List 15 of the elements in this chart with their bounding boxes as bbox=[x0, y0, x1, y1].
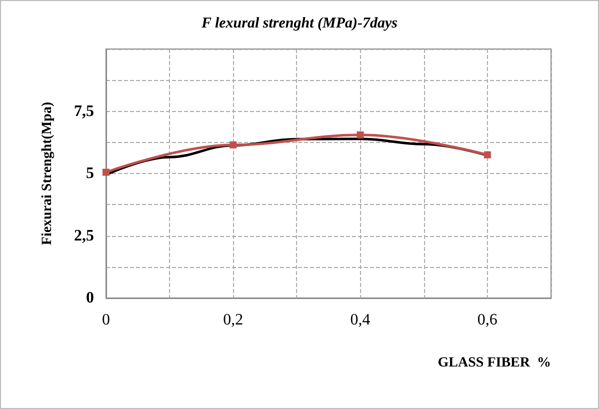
x-axis-title: GLASS FIBER % bbox=[438, 356, 551, 370]
y-axis-title: Fiexurai Strenght(Mpa) bbox=[40, 102, 55, 246]
point bbox=[230, 141, 237, 148]
y-tick-label: 7,5 bbox=[74, 102, 94, 120]
point bbox=[356, 131, 364, 138]
y-tick-label: 5 bbox=[86, 165, 94, 182]
point bbox=[102, 168, 110, 176]
y-tick-label: 0 bbox=[86, 290, 94, 306]
x-tick-label: 0,4 bbox=[350, 312, 370, 328]
x-tick-label: 0 bbox=[102, 312, 110, 328]
y-tick-label: 2,5 bbox=[74, 227, 94, 244]
point bbox=[484, 151, 491, 158]
x-tick-label: 0,2 bbox=[223, 312, 244, 328]
chart-title: F lexural strenght (MPa)-7days bbox=[200, 16, 398, 32]
x-tick-label: 0,6 bbox=[477, 312, 498, 328]
